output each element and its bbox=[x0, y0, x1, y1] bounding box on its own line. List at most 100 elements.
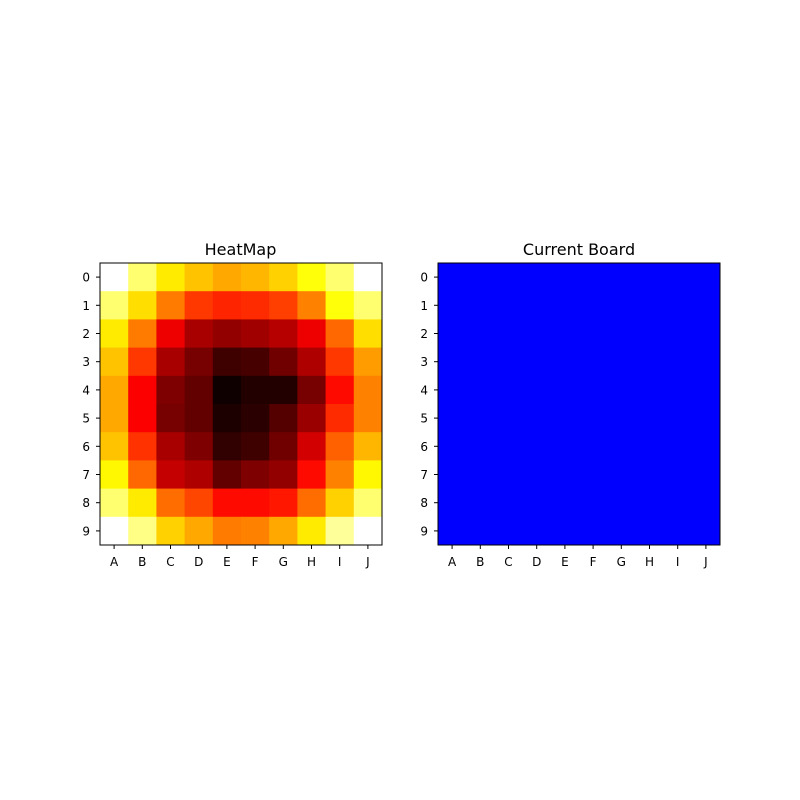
heatmap-cell bbox=[269, 347, 298, 377]
heatmap-cell bbox=[353, 460, 383, 490]
board-cell bbox=[635, 516, 665, 546]
heatmap-cell bbox=[297, 516, 327, 546]
heatmap-cell bbox=[212, 432, 242, 461]
heatmap-cell bbox=[241, 488, 270, 518]
board-cell bbox=[579, 432, 608, 461]
heatmap-cell bbox=[297, 432, 327, 461]
board-cell bbox=[550, 263, 580, 292]
heatmap-cell bbox=[156, 488, 186, 518]
board-cell bbox=[466, 432, 495, 461]
heatmap-cell bbox=[184, 291, 214, 320]
board-cell bbox=[579, 347, 608, 377]
heatmap-cell bbox=[353, 516, 383, 546]
board-cell bbox=[494, 347, 524, 377]
board-axes-frame bbox=[437, 262, 721, 546]
board-cell bbox=[466, 347, 495, 377]
heatmap-cell bbox=[325, 460, 355, 490]
board-y-tick-label: 8 bbox=[420, 496, 428, 510]
board-cell bbox=[579, 404, 608, 433]
board-cell bbox=[522, 460, 552, 490]
heatmap-cell bbox=[128, 291, 157, 320]
heatmap-cell bbox=[353, 263, 383, 292]
heatmap-cell bbox=[184, 460, 214, 490]
board-cell bbox=[635, 291, 665, 320]
heatmap-y-tick-label: 4 bbox=[82, 383, 90, 397]
heatmap-cell bbox=[325, 432, 355, 461]
board-cell bbox=[438, 460, 467, 490]
board-cell bbox=[494, 432, 524, 461]
board-cell bbox=[438, 516, 467, 546]
board-cell bbox=[438, 488, 467, 518]
heatmap-cell bbox=[325, 516, 355, 546]
heatmap-x-tick-label: D bbox=[194, 555, 203, 569]
board-cell bbox=[607, 263, 636, 292]
heatmap-cell bbox=[212, 347, 242, 377]
board-y-tick-label: 0 bbox=[420, 271, 428, 285]
heatmap-cell bbox=[269, 432, 298, 461]
heatmap-cell bbox=[156, 291, 186, 320]
heatmap-cell bbox=[184, 488, 214, 518]
heatmap-cell bbox=[128, 347, 157, 377]
heatmap-cell bbox=[100, 319, 129, 349]
board-cells bbox=[438, 263, 721, 546]
heatmap-y-tick-label: 1 bbox=[82, 299, 90, 313]
board-cell bbox=[663, 404, 693, 433]
heatmap-cell bbox=[241, 432, 270, 461]
heatmap-cell bbox=[184, 432, 214, 461]
board-x-tick-label: I bbox=[676, 555, 680, 569]
heatmap-cell bbox=[269, 319, 298, 349]
heatmap-cell bbox=[184, 375, 214, 405]
board-cell bbox=[607, 460, 636, 490]
heatmap-cell bbox=[156, 263, 186, 292]
board-cell bbox=[635, 404, 665, 433]
board-cell bbox=[635, 263, 665, 292]
board-cell bbox=[550, 404, 580, 433]
heatmap-cell bbox=[184, 347, 214, 377]
board-cell bbox=[663, 375, 693, 405]
board-x-tick-label: D bbox=[532, 555, 541, 569]
board-x-tick-label: H bbox=[645, 555, 654, 569]
heatmap-cell bbox=[156, 432, 186, 461]
heatmap-cell bbox=[156, 516, 186, 546]
board-cell bbox=[691, 460, 721, 490]
heatmap-cell bbox=[269, 375, 298, 405]
board-cell bbox=[522, 488, 552, 518]
heatmap-cell bbox=[184, 404, 214, 433]
board-y-tick-label: 2 bbox=[420, 327, 428, 341]
board-cell bbox=[494, 263, 524, 292]
board-cell bbox=[635, 375, 665, 405]
heatmap-y-tick-label: 8 bbox=[82, 496, 90, 510]
heatmap-cell bbox=[269, 291, 298, 320]
board-cell bbox=[579, 291, 608, 320]
heatmap-cell bbox=[353, 432, 383, 461]
heatmap-y-tick-label: 2 bbox=[82, 327, 90, 341]
heatmap-cell bbox=[297, 347, 327, 377]
heatmap-cell bbox=[353, 319, 383, 349]
heatmap-cell bbox=[212, 488, 242, 518]
heatmap-cell bbox=[325, 263, 355, 292]
board-cell bbox=[438, 319, 467, 349]
heatmap-cell bbox=[100, 347, 129, 377]
board-cell bbox=[579, 516, 608, 546]
board-cell bbox=[691, 404, 721, 433]
board-x-tick-label: A bbox=[448, 555, 457, 569]
board-cell bbox=[607, 488, 636, 518]
heatmap-cell bbox=[212, 460, 242, 490]
board-panel: Current Board A B C D E F G H I J 0 1 2 3 4 5 6 7 8 9 bbox=[420, 240, 721, 569]
board-y-tick-label: 9 bbox=[420, 524, 428, 538]
heatmap-cell bbox=[353, 375, 383, 405]
heatmap-cell bbox=[184, 516, 214, 546]
heatmap-cell bbox=[325, 319, 355, 349]
board-cell bbox=[663, 291, 693, 320]
heatmap-x-tick-label: I bbox=[338, 555, 342, 569]
heatmap-cell bbox=[156, 347, 186, 377]
heatmap-cell bbox=[100, 263, 129, 292]
board-cell bbox=[494, 488, 524, 518]
heatmap-cell bbox=[128, 404, 157, 433]
heatmap-x-tick-label: C bbox=[166, 555, 174, 569]
board-cell bbox=[663, 319, 693, 349]
board-cell bbox=[663, 516, 693, 546]
heatmap-x-tick-label: J bbox=[365, 555, 370, 569]
board-y-tick-label: 4 bbox=[420, 383, 428, 397]
